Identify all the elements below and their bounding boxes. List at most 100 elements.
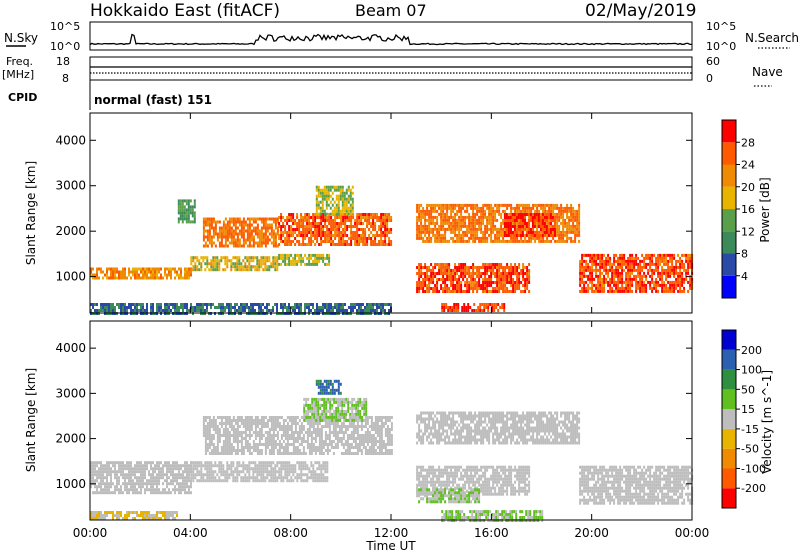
power-cell (649, 262, 652, 266)
power-cell (568, 224, 571, 228)
power-cell (460, 233, 463, 237)
power-cell (619, 262, 622, 266)
power-cell (490, 263, 493, 266)
power-y-tick-label: 1000 (55, 270, 86, 284)
power-cell (250, 223, 253, 227)
velocity-cell (90, 470, 92, 474)
velocity-cell (122, 476, 124, 480)
power-cell (492, 269, 495, 272)
power-cell (629, 280, 632, 284)
power-cell (312, 303, 314, 306)
power-cell (335, 197, 338, 201)
power-cell (312, 216, 315, 219)
power-cell (300, 253, 303, 257)
power-cell (506, 206, 509, 210)
power-cell (334, 216, 337, 219)
power-cell (306, 219, 309, 222)
velocity-cell (248, 461, 251, 465)
power-cell (372, 234, 375, 237)
power-cell (350, 219, 353, 222)
velocity-cell (224, 431, 227, 434)
velocity-cell (128, 476, 130, 480)
power-cell (458, 224, 461, 228)
velocity-cell (124, 467, 126, 471)
power-cell (450, 221, 453, 225)
power-cell (524, 236, 527, 240)
power-cell (152, 276, 154, 280)
power-cell (553, 222, 556, 225)
power-cell (448, 287, 451, 290)
power-cell (533, 234, 536, 237)
power-cell (284, 253, 287, 257)
power-cell (108, 267, 110, 271)
power-cell (486, 287, 489, 290)
power-cell (420, 272, 423, 275)
power-cell (432, 221, 435, 225)
power-cell (256, 265, 259, 269)
velocity-cell (236, 473, 239, 477)
power-cell (288, 216, 291, 219)
power-cell (264, 265, 267, 269)
velocity-cell (118, 464, 120, 468)
power-cell (210, 238, 213, 242)
power-cell (278, 234, 281, 237)
power-cell (345, 206, 348, 210)
power-cell (462, 215, 465, 219)
velocity-cell (140, 479, 142, 483)
power-cell (134, 276, 136, 280)
power-cell (378, 234, 381, 237)
power-cell (312, 219, 315, 222)
power-cell (451, 306, 454, 309)
power-cell (254, 229, 257, 233)
velocity-cell (286, 479, 289, 483)
velocity-cell (154, 470, 156, 474)
power-cell (260, 220, 263, 224)
power-cell (378, 216, 381, 219)
power-cell (272, 309, 274, 312)
power-cell (619, 265, 622, 269)
power-cell (540, 239, 543, 243)
power-cell (256, 217, 259, 221)
power-cell (460, 263, 463, 266)
power-cell (488, 269, 491, 272)
velocity-cell (300, 479, 303, 483)
power-cell (539, 216, 542, 219)
power-cell (386, 219, 389, 222)
power-cell (206, 217, 209, 221)
velocity-cell (162, 473, 164, 477)
velocity-cell (208, 422, 211, 425)
power-cell (450, 203, 453, 207)
power-cell (663, 256, 666, 260)
power-cell (609, 256, 612, 260)
power-cell (434, 221, 437, 225)
power-cell (556, 221, 559, 225)
power-cell (252, 309, 254, 312)
power-cell (189, 211, 192, 215)
velocity-cell (270, 479, 273, 483)
power-cell (458, 230, 461, 234)
power-cell (492, 206, 495, 210)
velocity-cell (166, 473, 168, 477)
power-cell (418, 215, 421, 219)
power-cell (92, 267, 94, 271)
power-cell (332, 225, 335, 228)
power-cell (518, 281, 521, 284)
velocity-cell (140, 485, 142, 489)
power-cell (572, 215, 575, 219)
velocity-cell (168, 476, 170, 480)
power-cell (278, 222, 281, 225)
power-cell (90, 267, 92, 271)
velocity-cell (234, 470, 237, 474)
power-cell (462, 263, 465, 266)
velocity-cell (102, 470, 104, 474)
power-cell (689, 283, 692, 287)
power-cell (210, 259, 213, 263)
power-cell (574, 218, 577, 222)
power-cell (484, 233, 487, 237)
power-cell (673, 265, 676, 269)
power-cell (482, 230, 485, 234)
power-cell (340, 225, 343, 228)
power-cell (424, 224, 427, 228)
power-cell (386, 216, 389, 219)
power-cell (452, 284, 455, 287)
